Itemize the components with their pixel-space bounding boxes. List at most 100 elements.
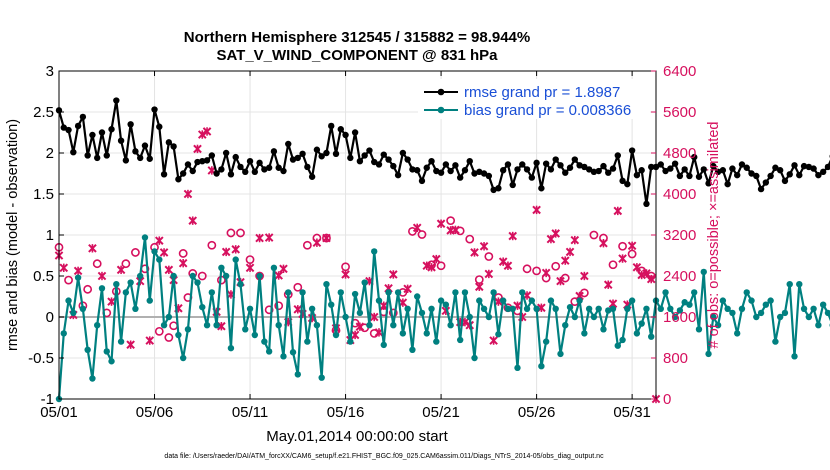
- series-point-bias: [499, 297, 507, 304]
- series-point-rmse: [485, 172, 493, 180]
- series-point-bias: [619, 336, 626, 344]
- series-point-rmse: [757, 185, 765, 193]
- obs-possible-marker: [627, 249, 637, 259]
- series-point-rmse: [380, 151, 387, 158]
- series-point-bias: [638, 320, 645, 327]
- series-point-bias: [194, 279, 201, 286]
- obs-possible-marker: [92, 259, 102, 269]
- obs-assimilated-marker: [202, 127, 212, 136]
- series-point-rmse: [700, 166, 707, 173]
- obs-possible-marker: [589, 230, 599, 240]
- series-lines: [55, 97, 830, 403]
- obs-assimilated-marker: [312, 238, 322, 247]
- series-point-rmse: [98, 129, 106, 136]
- series-point-rmse: [643, 200, 650, 208]
- series-point-bias: [160, 322, 168, 329]
- series-point-bias: [385, 289, 392, 296]
- series-point-rmse: [103, 152, 110, 159]
- series-point-rmse: [590, 168, 598, 176]
- y-tick-label-right: 4800: [663, 145, 696, 162]
- obs-possible-marker: [164, 333, 174, 342]
- series-point-bias: [452, 289, 459, 296]
- series-point-bias: [514, 364, 521, 372]
- obs-assimilated-marker: [403, 284, 412, 294]
- obs-assimilated-marker: [322, 233, 331, 243]
- series-point-bias: [275, 322, 282, 329]
- series-point-bias: [471, 354, 478, 362]
- series-point-rmse: [442, 161, 450, 168]
- obs-assimilated-marker: [422, 261, 432, 271]
- series-point-rmse: [366, 147, 373, 154]
- series-point-bias: [466, 313, 473, 321]
- series-point-bias: [299, 289, 306, 296]
- series-point-bias: [323, 281, 330, 288]
- series-point-bias: [156, 256, 163, 263]
- series-point-bias: [289, 349, 297, 356]
- series-point-bias: [347, 338, 354, 345]
- obs-assimilated-marker: [637, 270, 646, 280]
- obs-possible-marker: [226, 228, 236, 238]
- y-tick-label-right: 800: [663, 350, 688, 367]
- obs-assimilated-marker: [59, 263, 69, 273]
- series-point-bias: [600, 326, 607, 333]
- series-point-bias: [122, 289, 130, 296]
- y-axis-label-left: rmse and bias (model - observation): [5, 119, 21, 351]
- series-point-bias: [117, 338, 125, 345]
- obs-assimilated-marker: [484, 269, 494, 279]
- obs-assimilated-marker: [231, 245, 241, 254]
- series-point-bias: [609, 305, 617, 312]
- series-point-rmse: [356, 158, 364, 165]
- series-point-bias: [222, 272, 230, 280]
- series-point-bias: [562, 322, 569, 329]
- series-point-rmse: [796, 171, 803, 179]
- series-point-rmse: [132, 148, 139, 155]
- obs-assimilated-marker: [159, 248, 169, 257]
- series-point-rmse: [595, 167, 602, 175]
- series-point-rmse: [495, 185, 502, 192]
- series-point-rmse: [74, 122, 82, 130]
- obs-possible-marker: [560, 273, 570, 283]
- series-point-rmse: [585, 166, 593, 173]
- series-point-rmse: [447, 167, 454, 175]
- legend-rmse-marker: [437, 88, 445, 96]
- obs-assimilated-marker: [556, 276, 565, 286]
- series-point-bias: [447, 322, 454, 329]
- series-point-rmse: [399, 149, 407, 157]
- obs-assimilated-marker: [116, 265, 126, 275]
- series-point-bias: [786, 281, 793, 288]
- series-point-bias: [208, 289, 216, 296]
- series-point-rmse: [404, 156, 411, 163]
- obs-assimilated-marker: [197, 130, 207, 139]
- series-point-rmse: [619, 177, 626, 185]
- series-point-rmse: [743, 164, 750, 171]
- y-tick-label-left: 1.5: [33, 186, 54, 203]
- obs-possible-marker: [532, 266, 541, 276]
- obs-assimilated-marker: [164, 265, 174, 275]
- series-point-rmse: [141, 142, 149, 149]
- series-point-bias: [184, 326, 192, 333]
- series-point-bias: [633, 330, 641, 337]
- obs-possible-marker: [264, 305, 274, 315]
- obs-assimilated-marker: [389, 270, 398, 279]
- series-point-bias: [824, 309, 830, 317]
- series-point-rmse: [514, 166, 521, 173]
- series-point-rmse: [242, 168, 249, 176]
- series-point-rmse: [719, 167, 727, 174]
- series-point-rmse: [418, 177, 426, 185]
- obs-assimilated-marker: [154, 236, 164, 245]
- obs-possible-marker: [579, 288, 589, 298]
- series-point-bias: [805, 313, 813, 321]
- series-point-bias: [800, 305, 808, 312]
- series-point-bias: [585, 305, 593, 312]
- series-point-bias: [84, 346, 91, 353]
- series-point-rmse: [705, 180, 712, 187]
- obs-possible-marker: [178, 249, 188, 258]
- series-point-rmse: [767, 172, 774, 180]
- series-point-rmse: [581, 163, 588, 171]
- series-point-rmse: [671, 160, 679, 167]
- obs-possible-marker: [618, 241, 627, 251]
- series-point-bias: [280, 353, 287, 360]
- series-point-bias: [394, 289, 402, 296]
- series-point-bias: [815, 322, 822, 329]
- series-point-bias: [695, 326, 703, 333]
